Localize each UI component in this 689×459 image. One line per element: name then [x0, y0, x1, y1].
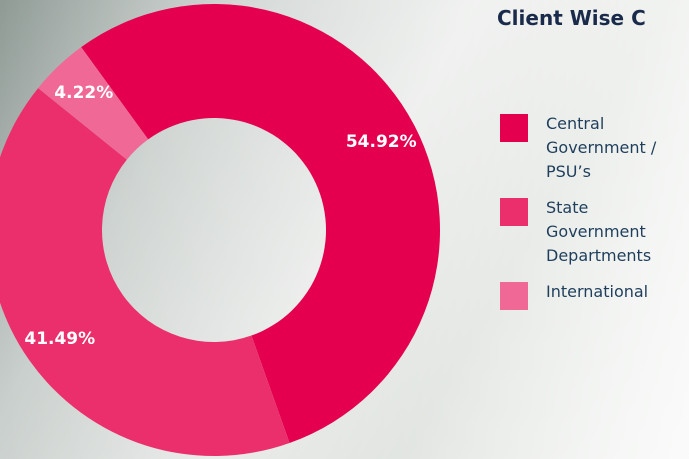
legend: Central Government / PSU’s State Governme…: [500, 112, 689, 322]
page: 54.92% 41.49% 4.22% Client Wise C Central …: [0, 0, 689, 459]
legend-label: International: [546, 280, 686, 304]
legend-swatch: [500, 282, 528, 310]
slice-label: 54.92%: [346, 132, 417, 152]
legend-item[interactable]: State Government Departments: [500, 196, 689, 268]
chart-title: Client Wise C: [497, 6, 646, 30]
legend-item[interactable]: International: [500, 280, 689, 310]
slice-label: 41.49%: [24, 329, 95, 349]
slice-label: 4.22%: [54, 83, 113, 103]
legend-swatch: [500, 198, 528, 226]
legend-item[interactable]: Central Government / PSU’s: [500, 112, 689, 184]
slice: [0, 88, 290, 456]
legend-label: Central Government / PSU’s: [546, 112, 686, 184]
legend-label: State Government Departments: [546, 196, 686, 268]
legend-swatch: [500, 114, 528, 142]
